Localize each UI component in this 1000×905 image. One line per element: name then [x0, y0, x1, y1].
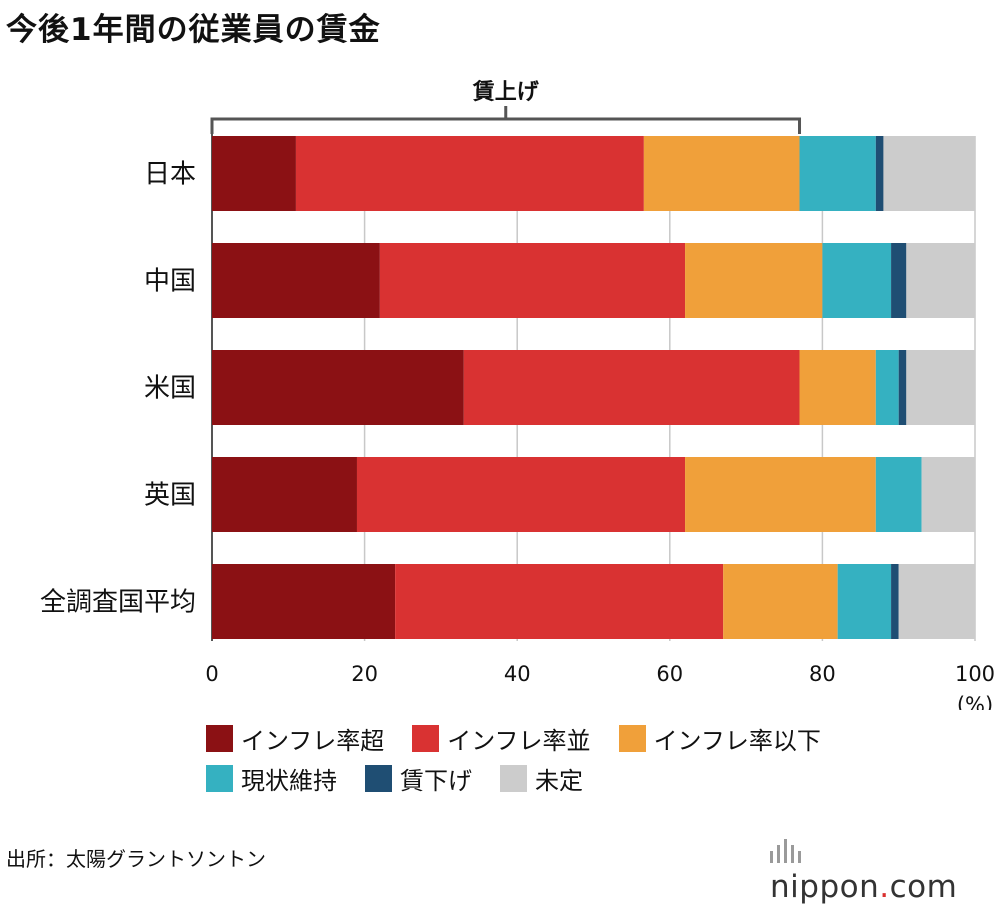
legend-row-1: 現状維持 賃下げ 未定 [206, 758, 966, 798]
legend-swatch-0 [206, 724, 233, 752]
bar-4-series-4 [891, 564, 899, 639]
legend-row-0: インフレ率超 インフレ率並 インフレ率以下 [206, 718, 966, 758]
bar-stack-group [212, 136, 975, 639]
bar-4-series-2 [723, 564, 838, 639]
category-label-1: 中国 [144, 267, 196, 297]
bar-2-series-1 [463, 350, 800, 425]
bar-1-series-2 [685, 243, 823, 318]
bracket-label: 賃上げ [472, 80, 540, 105]
logo-dot: . [879, 869, 890, 905]
bar-4-series-0 [212, 564, 396, 639]
bar-0-series-1 [295, 136, 644, 211]
bar-2-series-2 [799, 350, 876, 425]
bar-2-series-3 [875, 350, 899, 425]
legend-item-2: インフレ率以下 [618, 721, 821, 756]
bar-0-series-2 [643, 136, 800, 211]
x-tick-label-60: 60 [656, 662, 683, 686]
x-tick-label-80: 80 [809, 662, 836, 686]
bar-3-series-5 [921, 457, 975, 532]
legend-label-4: 賃下げ [400, 766, 472, 795]
legend-label-3: 現状維持 [241, 766, 337, 795]
logo-suffix: com [889, 869, 958, 905]
x-tick-label-40: 40 [504, 662, 531, 686]
bar-2-series-4 [898, 350, 907, 425]
category-label-4: 全調査国平均 [40, 588, 196, 618]
legend-label-0: インフレ率超 [241, 726, 385, 755]
legend-label-5: 未定 [535, 766, 583, 795]
bar-2-series-5 [906, 350, 975, 425]
source-note: 出所：太陽グラントソントン [6, 847, 266, 871]
bar-1-series-0 [212, 243, 380, 318]
bar-1-series-5 [906, 243, 975, 318]
bar-1-series-3 [822, 243, 892, 318]
bar-4-series-3 [837, 564, 892, 639]
logo-bars-icon [770, 837, 814, 865]
legend-swatch-2 [618, 724, 646, 752]
legend-item-3: 現状維持 [206, 761, 337, 796]
annotation-bracket: 賃上げ [210, 80, 802, 134]
logo-name: nippon [770, 869, 880, 905]
x-tick-label-20: 20 [351, 662, 378, 686]
bracket-line [210, 117, 802, 134]
legend-swatch-3 [206, 764, 233, 792]
legend-swatch-4 [365, 764, 392, 792]
chart-title: 今後1年間の従業員の賃金 [6, 12, 381, 48]
legend: インフレ率超 インフレ率並 インフレ率以下現状維持 賃下げ 未定 [206, 718, 966, 798]
legend-item-5: 未定 [500, 761, 583, 796]
legend-label-1: インフレ率並 [447, 726, 591, 755]
bar-2-series-0 [212, 350, 464, 425]
legend-label-2: インフレ率以下 [653, 726, 821, 755]
nippon-logo: nippon.com [770, 833, 1000, 905]
legend-swatch-5 [500, 764, 527, 792]
legend-item-4: 賃下げ [365, 761, 472, 796]
bar-0-series-0 [212, 136, 296, 211]
bar-4-series-1 [395, 564, 724, 639]
category-label-2: 米国 [144, 374, 196, 404]
bar-3-series-0 [212, 457, 357, 532]
legend-swatch-1 [412, 724, 440, 752]
x-tick-labels: 0 20 40 60 80 100 (%) [205, 662, 995, 710]
bar-4-series-5 [898, 564, 975, 639]
bar-1-series-1 [379, 243, 686, 318]
x-tick-label-100: 100 [955, 662, 995, 686]
category-label-3: 英国 [144, 481, 196, 511]
x-unit-label: (%) [957, 693, 993, 710]
category-label-0: 日本 [144, 160, 196, 190]
bar-3-series-2 [685, 457, 876, 532]
bar-0-series-3 [799, 136, 876, 211]
legend-item-1: インフレ率並 [412, 721, 591, 756]
bar-0-series-4 [875, 136, 884, 211]
x-tick-label-0: 0 [205, 662, 218, 686]
bar-1-series-4 [891, 243, 907, 318]
legend-item-0: インフレ率超 [206, 721, 384, 756]
bar-3-series-3 [875, 457, 922, 532]
bar-3-series-1 [356, 457, 686, 532]
bar-0-series-5 [883, 136, 975, 211]
